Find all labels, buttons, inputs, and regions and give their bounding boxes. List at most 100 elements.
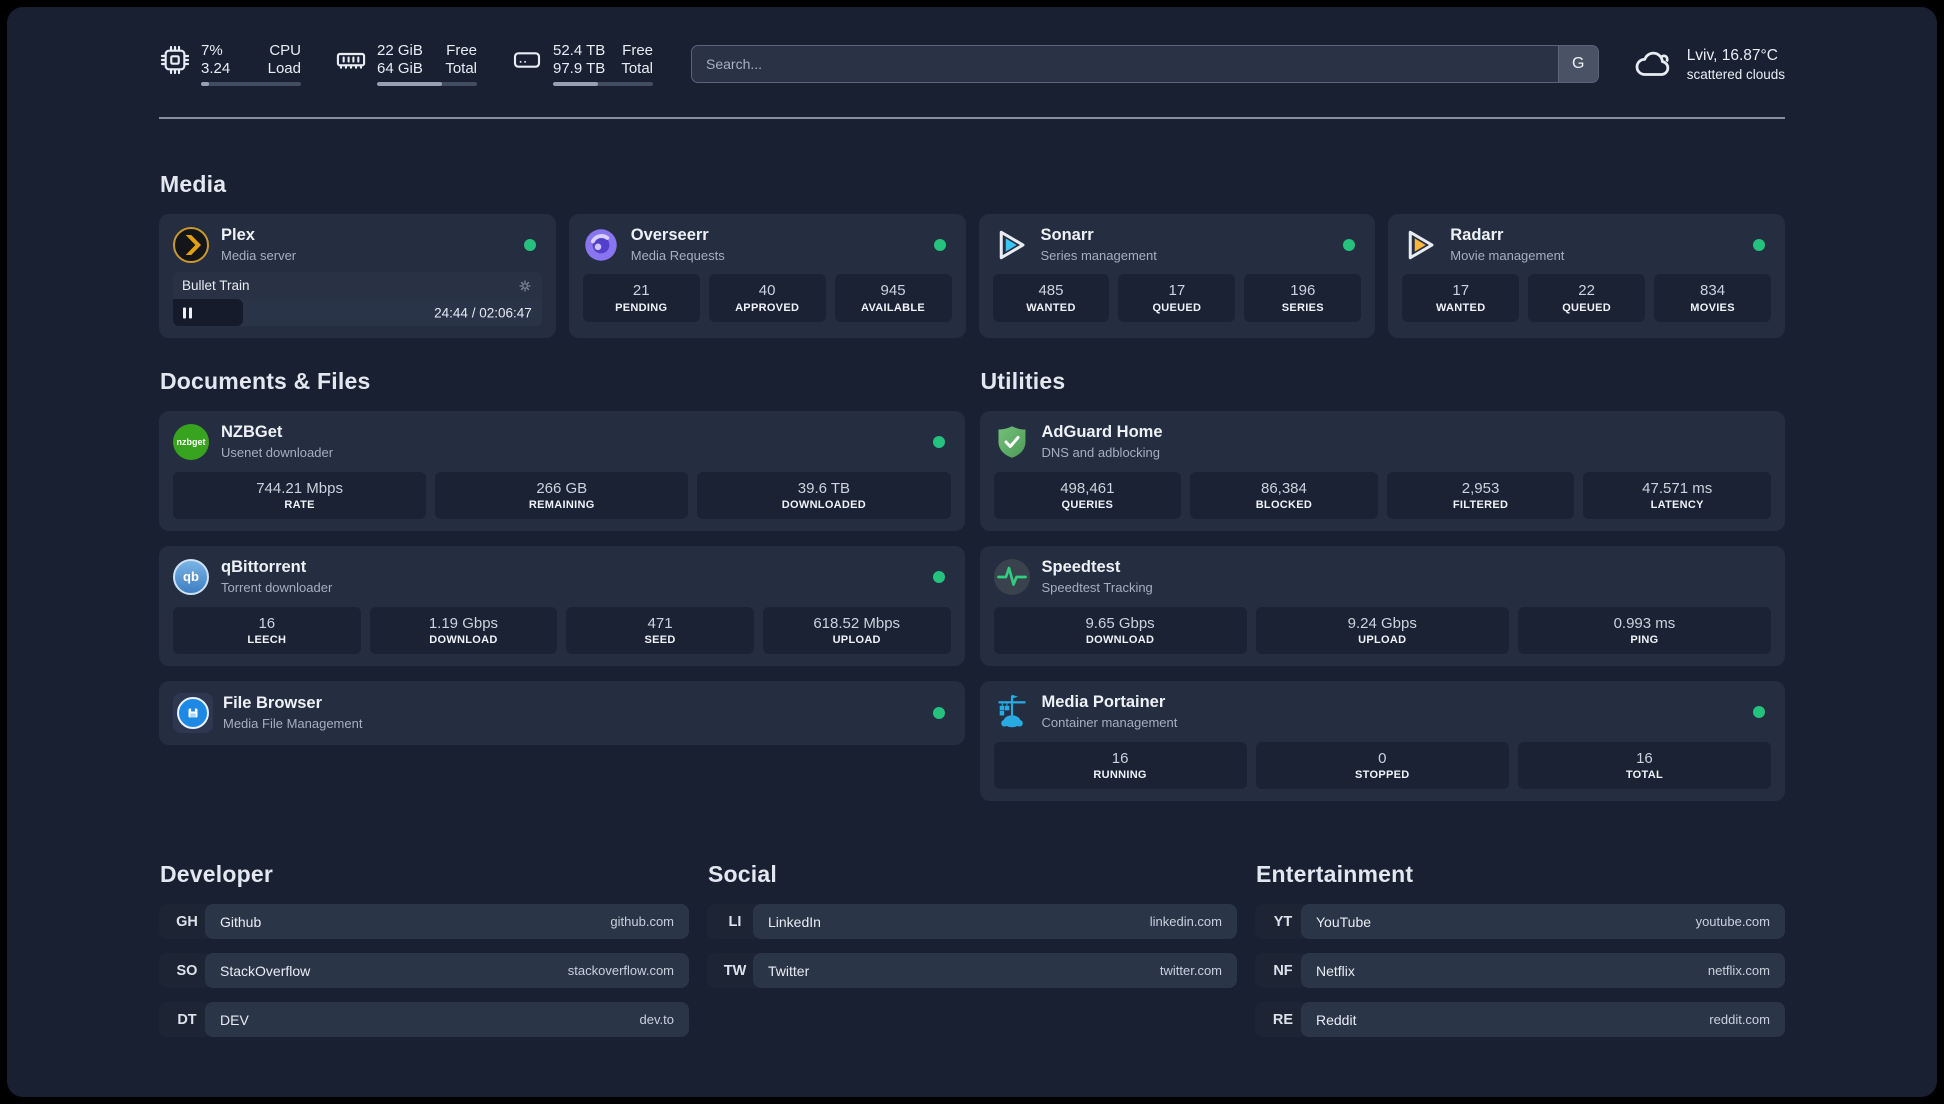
cpu-label: CPU (269, 41, 301, 59)
gear-icon[interactable] (517, 278, 533, 294)
app-name: File Browser (223, 694, 323, 713)
plex-icon (173, 226, 209, 263)
app-subtitle: Media Requests (630, 247, 725, 263)
overseerr-icon (583, 227, 619, 263)
weather-widget[interactable]: Lviv, 16.87°C scattered clouds (1633, 47, 1785, 82)
disk-total: 97.9 TB (553, 60, 606, 77)
memory-total: 64 GiB (377, 60, 423, 77)
stat-tile: 9.65 Gbps DOWNLOAD (993, 606, 1247, 655)
memory-widget: 22 GiB 64 GiB Free Total (335, 42, 477, 87)
link-url: linkedin.com (1149, 914, 1222, 930)
app-card-plex[interactable]: Plex Media server Bullet Train (159, 214, 556, 339)
app-card-sonarr[interactable]: Sonarr Series management 485 WANTED 17 Q… (978, 214, 1376, 339)
link-url: reddit.com (1709, 1012, 1770, 1028)
stat-tile: 498,461 QUERIES (993, 471, 1182, 520)
stat-tile: 1.19 Gbps DOWNLOAD (369, 606, 558, 655)
link-name: YouTube (1316, 913, 1372, 930)
app-name: AdGuard Home (1041, 423, 1163, 442)
app-card-speedtest[interactable]: Speedtest Speedtest Tracking 9.65 Gbps D… (979, 546, 1785, 667)
stat-tile: 0 STOPPED (1255, 741, 1509, 790)
app-card-filebrowser[interactable]: File Browser Media File Management (159, 681, 965, 746)
stat-tile: 485 WANTED (992, 274, 1110, 322)
search-input[interactable] (692, 46, 1558, 82)
link-name: DEV (220, 1011, 249, 1028)
top-bar: 7% 3.24 CPU Load (159, 7, 1785, 95)
app-subtitle: Torrent downloader (221, 580, 333, 596)
disk-progressbar (553, 82, 653, 87)
app-card-adguard[interactable]: AdGuard Home DNS and adblocking 498,461 … (979, 411, 1785, 532)
link-row-dev[interactable]: DT DEV dev.to (159, 1002, 689, 1038)
stat-tile: 40 APPROVED (708, 274, 826, 322)
search-engine-button[interactable]: G (1557, 46, 1598, 82)
section-title-media: Media (160, 171, 227, 197)
stat-tile: 47.571 ms LATENCY (1583, 471, 1771, 520)
app-card-radarr[interactable]: Radarr Movie management 17 WANTED 22 QUE… (1388, 214, 1785, 339)
disk-widget: 52.4 TB 97.9 TB Free Total (511, 42, 653, 87)
section-title-utilities: Utilities (980, 368, 1066, 395)
link-url: netflix.com (1707, 963, 1770, 979)
cpu-load: 3.24 (201, 60, 231, 77)
link-name: LinkedIn (768, 913, 821, 930)
status-dot (932, 436, 945, 449)
stat-tile: 39.6 TB DOWNLOADED (697, 471, 951, 520)
app-subtitle: Media server (221, 247, 297, 263)
memory-free: 22 GiB (377, 41, 423, 59)
memory-progressbar (377, 82, 477, 87)
link-row-twitter[interactable]: TW Twitter twitter.com (707, 953, 1237, 989)
status-dot (1343, 238, 1356, 251)
app-name: Sonarr (1040, 226, 1094, 244)
stat-tile: 16 RUNNING (993, 741, 1247, 790)
app-subtitle: Media File Management (223, 716, 363, 732)
link-row-netflix[interactable]: NF Netflix netflix.com (1255, 953, 1785, 989)
radarr-icon (1402, 227, 1438, 263)
cpu-usage: 7% (201, 41, 223, 59)
cpu-label2: Load (267, 60, 301, 77)
stat-tile: 22 QUEUED (1528, 274, 1646, 322)
app-name: Radarr (1450, 226, 1504, 244)
app-name: Overseerr (630, 226, 709, 244)
app-name: Speedtest (1041, 558, 1121, 577)
stat-tile: 196 SERIES (1244, 274, 1362, 322)
link-name: Netflix (1316, 962, 1355, 979)
stat-tile: 86,384 BLOCKED (1190, 471, 1378, 520)
memory-label-free: Free (446, 41, 477, 59)
nzbget-icon: nzbget (173, 424, 209, 461)
stat-tile: 16 TOTAL (1517, 741, 1772, 790)
status-dot (933, 238, 946, 251)
stat-tile: 2,953 FILTERED (1386, 471, 1575, 520)
app-card-nzbget[interactable]: nzbget NZBGet Usenet downloader 744.21 M… (159, 411, 965, 532)
link-row-reddit[interactable]: RE Reddit reddit.com (1255, 1002, 1785, 1038)
stat-tile: 17 WANTED (1402, 274, 1520, 322)
stat-tile: 0.993 ms PING (1517, 606, 1772, 655)
link-row-stackoverflow[interactable]: SO StackOverflow stackoverflow.com (159, 953, 689, 989)
app-card-portainer[interactable]: Media Portainer Container management 16 … (979, 681, 1785, 802)
link-row-youtube[interactable]: YT YouTube youtube.com (1255, 904, 1785, 940)
section-title-developer: Developer (160, 861, 274, 888)
app-subtitle: DNS and adblocking (1041, 445, 1161, 461)
status-dot (1753, 238, 1765, 251)
disk-icon (511, 44, 543, 76)
link-section-entertainment: Entertainment YT YouTube youtube.com NF … (1255, 861, 1785, 1051)
stat-tile: 266 GB REMAINING (435, 471, 689, 520)
app-card-qbittorrent[interactable]: qb qBittorrent Torrent downloader 16 LEE… (159, 546, 965, 667)
section-title-social: Social (708, 861, 777, 888)
stat-tile: 17 QUEUED (1118, 274, 1236, 322)
link-url: github.com (610, 914, 674, 930)
cpu-icon (159, 44, 191, 76)
memory-label-total: Total (445, 60, 477, 77)
section-title-entertainment: Entertainment (1256, 861, 1414, 888)
link-row-linkedin[interactable]: LI LinkedIn linkedin.com (707, 904, 1237, 940)
sonarr-icon (993, 227, 1029, 263)
link-url: stackoverflow.com (567, 963, 674, 979)
link-row-github[interactable]: GH Github github.com (159, 904, 689, 940)
section-title-documents: Documents & Files (160, 368, 371, 395)
app-subtitle: Container management (1041, 714, 1178, 730)
cpu-progressbar (201, 82, 301, 87)
app-name: Plex (221, 226, 255, 244)
dashboard-page: 7% 3.24 CPU Load (7, 7, 1937, 1097)
app-card-overseerr[interactable]: Overseerr Media Requests 21 PENDING 40 A… (568, 214, 966, 339)
link-url: dev.to (639, 1012, 674, 1028)
pause-icon[interactable] (183, 307, 192, 319)
playback-time: 24:44 / 02:06:47 (434, 305, 532, 321)
stat-tile: 471 SEED (566, 606, 754, 655)
